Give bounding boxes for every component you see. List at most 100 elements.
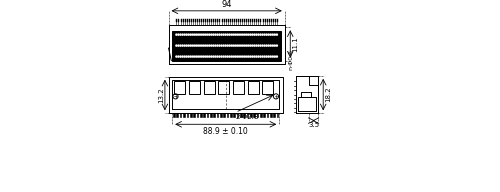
Circle shape bbox=[264, 56, 265, 57]
Bar bbox=[174, 81, 186, 94]
Circle shape bbox=[217, 45, 218, 46]
Circle shape bbox=[192, 56, 194, 57]
Circle shape bbox=[266, 45, 267, 46]
Circle shape bbox=[258, 34, 259, 35]
Circle shape bbox=[221, 56, 222, 57]
Text: 18.2: 18.2 bbox=[325, 87, 331, 102]
Circle shape bbox=[229, 34, 230, 35]
Circle shape bbox=[215, 45, 216, 46]
Circle shape bbox=[210, 34, 212, 35]
Bar bbox=[274, 113, 275, 117]
Circle shape bbox=[186, 34, 187, 35]
Circle shape bbox=[250, 34, 251, 35]
Circle shape bbox=[260, 56, 261, 57]
Bar bbox=[200, 113, 202, 117]
Bar bbox=[246, 113, 248, 117]
Circle shape bbox=[176, 56, 177, 57]
Bar bbox=[220, 113, 222, 117]
Circle shape bbox=[184, 45, 185, 46]
Circle shape bbox=[208, 45, 210, 46]
Circle shape bbox=[180, 56, 181, 57]
Circle shape bbox=[217, 56, 218, 57]
Circle shape bbox=[182, 45, 183, 46]
Bar bbox=[276, 113, 278, 117]
Circle shape bbox=[231, 45, 232, 46]
Circle shape bbox=[250, 56, 251, 57]
Bar bbox=[230, 113, 232, 117]
Circle shape bbox=[254, 45, 255, 46]
Circle shape bbox=[217, 34, 218, 35]
Circle shape bbox=[208, 56, 210, 57]
Circle shape bbox=[256, 34, 257, 35]
Circle shape bbox=[176, 45, 177, 46]
Circle shape bbox=[190, 34, 192, 35]
Circle shape bbox=[260, 45, 261, 46]
Text: 2-Φ2.8: 2-Φ2.8 bbox=[236, 114, 258, 120]
Circle shape bbox=[180, 45, 181, 46]
Bar bbox=[236, 113, 238, 117]
Bar bbox=[223, 113, 225, 117]
Bar bbox=[204, 81, 215, 94]
Text: n-Φ0.6: n-Φ0.6 bbox=[288, 49, 294, 70]
Bar bbox=[254, 113, 255, 117]
Circle shape bbox=[252, 56, 253, 57]
Circle shape bbox=[262, 34, 263, 35]
Circle shape bbox=[204, 45, 206, 46]
Circle shape bbox=[196, 34, 198, 35]
Circle shape bbox=[272, 45, 274, 46]
Bar bbox=[256, 113, 258, 117]
Circle shape bbox=[264, 45, 265, 46]
Bar bbox=[264, 113, 265, 117]
Circle shape bbox=[274, 34, 276, 35]
Circle shape bbox=[196, 45, 198, 46]
Circle shape bbox=[196, 56, 198, 57]
Circle shape bbox=[215, 56, 216, 57]
Bar bbox=[203, 113, 205, 117]
Circle shape bbox=[210, 45, 212, 46]
Circle shape bbox=[188, 56, 190, 57]
Bar bbox=[240, 113, 242, 117]
Bar bbox=[213, 113, 215, 117]
Circle shape bbox=[204, 34, 206, 35]
Circle shape bbox=[221, 34, 222, 35]
Circle shape bbox=[274, 45, 276, 46]
Circle shape bbox=[272, 56, 274, 57]
Circle shape bbox=[225, 34, 226, 35]
Bar bbox=[260, 113, 262, 117]
Circle shape bbox=[268, 56, 269, 57]
Circle shape bbox=[270, 34, 272, 35]
Circle shape bbox=[225, 56, 226, 57]
Circle shape bbox=[225, 45, 226, 46]
Text: 11.1: 11.1 bbox=[292, 36, 298, 52]
Text: 3.5: 3.5 bbox=[308, 122, 319, 128]
Circle shape bbox=[227, 34, 228, 35]
Circle shape bbox=[231, 34, 232, 35]
Circle shape bbox=[258, 56, 259, 57]
Circle shape bbox=[227, 45, 228, 46]
Circle shape bbox=[213, 34, 214, 35]
Circle shape bbox=[223, 56, 224, 57]
Circle shape bbox=[188, 45, 190, 46]
Circle shape bbox=[204, 56, 206, 57]
Bar bbox=[173, 113, 175, 117]
Circle shape bbox=[262, 56, 263, 57]
Bar bbox=[262, 81, 274, 94]
Circle shape bbox=[184, 56, 185, 57]
Text: 94: 94 bbox=[222, 0, 232, 9]
Circle shape bbox=[190, 45, 192, 46]
Circle shape bbox=[256, 45, 257, 46]
Circle shape bbox=[186, 56, 187, 57]
Circle shape bbox=[260, 34, 261, 35]
Circle shape bbox=[202, 56, 203, 57]
Circle shape bbox=[227, 56, 228, 57]
Circle shape bbox=[210, 56, 212, 57]
Circle shape bbox=[198, 34, 200, 35]
Circle shape bbox=[192, 45, 194, 46]
Bar bbox=[218, 81, 230, 94]
Circle shape bbox=[206, 34, 208, 35]
Circle shape bbox=[231, 56, 232, 57]
Circle shape bbox=[198, 45, 200, 46]
Bar bbox=[210, 113, 212, 117]
Circle shape bbox=[178, 34, 179, 35]
Circle shape bbox=[276, 45, 278, 46]
